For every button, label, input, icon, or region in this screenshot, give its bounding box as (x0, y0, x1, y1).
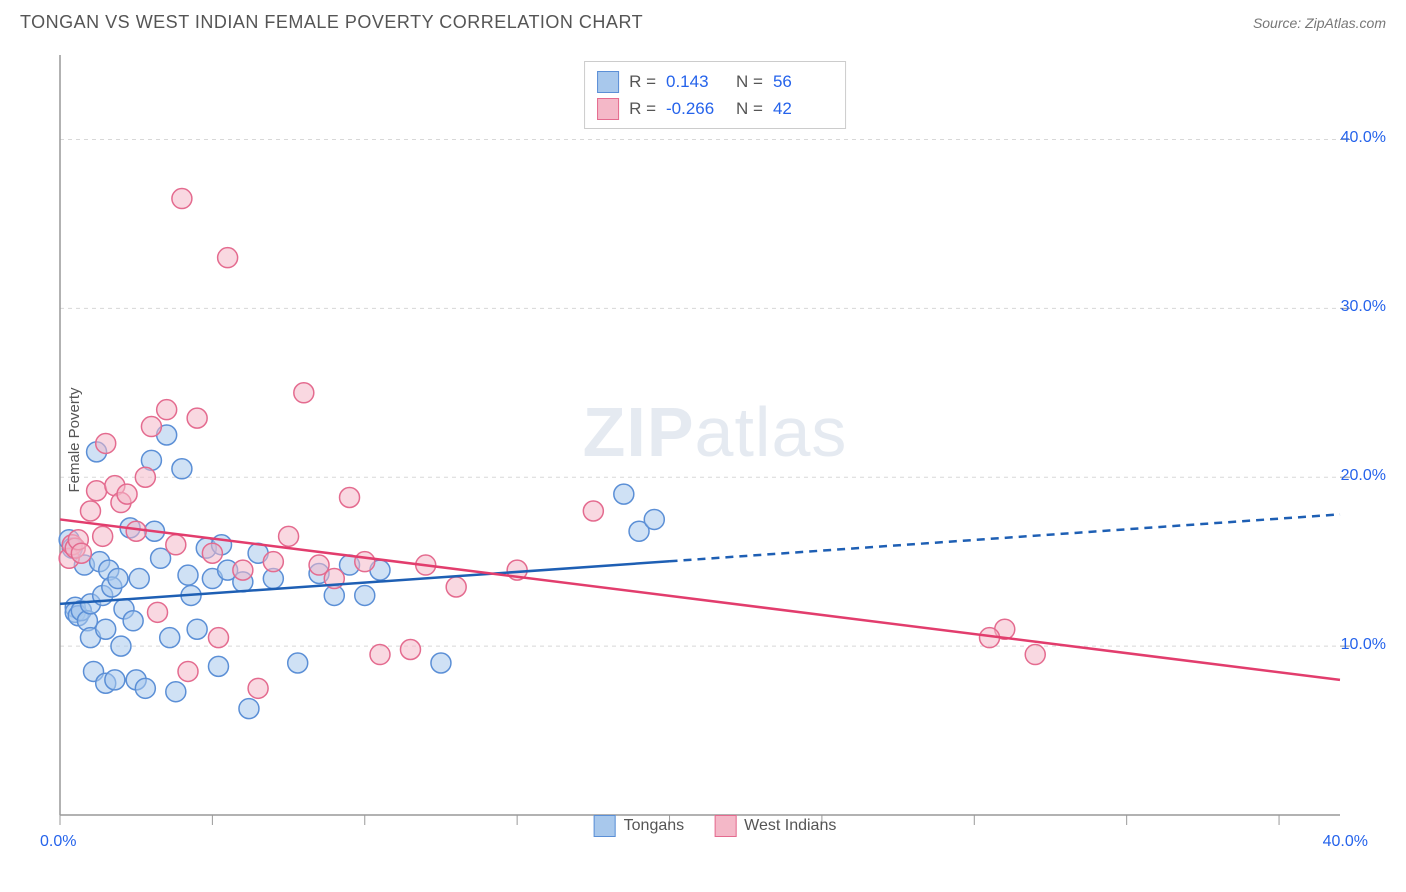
r-label: R = (629, 68, 656, 95)
stats-row: R = 0.143 N = 56 (597, 68, 833, 95)
y-tick-label: 40.0% (1341, 129, 1386, 147)
r-label: R = (629, 95, 656, 122)
stats-row: R = -0.266 N = 42 (597, 95, 833, 122)
legend-item: Tongans (594, 815, 685, 837)
n-label: N = (736, 68, 763, 95)
legend-label: Tongans (624, 817, 685, 835)
legend-item: West Indians (714, 815, 836, 837)
n-label: N = (736, 95, 763, 122)
y-tick-label: 10.0% (1341, 636, 1386, 654)
y-tick-label: 30.0% (1341, 298, 1386, 316)
legend-label: West Indians (744, 817, 836, 835)
scatter-chart (50, 45, 1380, 835)
legend-swatch (597, 98, 619, 120)
legend-swatch (714, 815, 736, 837)
source-attribution: Source: ZipAtlas.com (1253, 15, 1386, 31)
legend-swatch (594, 815, 616, 837)
chart-container: Female Poverty ZIPatlas R = 0.143 N = 56… (50, 45, 1380, 835)
y-axis-label: Female Poverty (66, 387, 83, 492)
series-legend: Tongans West Indians (594, 815, 837, 837)
x-tick-label: 40.0% (1323, 833, 1368, 851)
chart-title: TONGAN VS WEST INDIAN FEMALE POVERTY COR… (20, 12, 643, 33)
y-tick-label: 20.0% (1341, 467, 1386, 485)
x-tick-label: 0.0% (40, 833, 76, 851)
stats-legend: R = 0.143 N = 56 R = -0.266 N = 42 (584, 61, 846, 129)
n-value: 42 (773, 95, 833, 122)
legend-swatch (597, 71, 619, 93)
r-value: 0.143 (666, 68, 726, 95)
r-value: -0.266 (666, 95, 726, 122)
n-value: 56 (773, 68, 833, 95)
